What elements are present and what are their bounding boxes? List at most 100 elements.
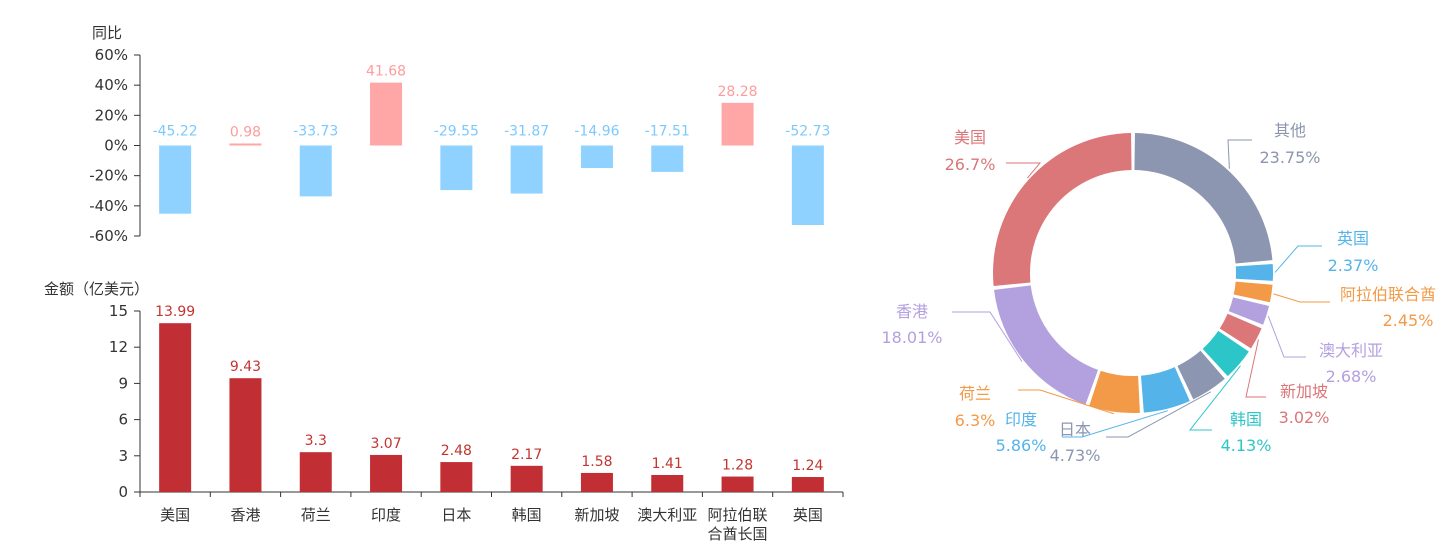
donut-slice bbox=[1219, 313, 1262, 349]
donut-slice-name: 阿拉伯联合酋 bbox=[1340, 285, 1436, 304]
amount-x-tick-label: 日本 bbox=[441, 506, 471, 524]
donut-slice-name: 日本 bbox=[1059, 420, 1091, 439]
yoy-value-label: -45.22 bbox=[153, 124, 198, 140]
donut-leader-line bbox=[952, 311, 1023, 362]
yoy-value-label: -29.55 bbox=[434, 124, 479, 140]
amount-y-tick-label: 15 bbox=[109, 302, 128, 320]
amount-x-tick-label: 合酋长国 bbox=[708, 525, 768, 543]
donut-slice bbox=[1202, 330, 1249, 377]
amount-bar bbox=[299, 452, 332, 492]
donut-labels: 其他 23.75% 英国 2.37% 阿拉伯联合酋 2.45%澳大利亚 2.68%新加坡 3.… bbox=[881, 121, 1436, 465]
donut-slice bbox=[1140, 367, 1190, 413]
yoy-bar-chart: 同比 60% 40% 20% 0% -20% -40% -60% -45.22 0.98 -33… bbox=[89, 24, 830, 245]
donut-leader-line bbox=[1227, 139, 1252, 169]
amount-value-label: 3.3 bbox=[305, 433, 327, 449]
donut-slice-name: 新加坡 bbox=[1280, 382, 1328, 401]
amount-x-tick-label: 香港 bbox=[230, 506, 260, 524]
donut-slice-name: 荷兰 bbox=[959, 384, 991, 403]
donut-slice-value: 2.37% bbox=[1328, 256, 1379, 275]
donut-leader-line bbox=[1062, 410, 1168, 438]
donut-slice-name: 英国 bbox=[1337, 229, 1369, 248]
amount-bars bbox=[159, 323, 824, 492]
amount-x-tick-label: 澳大利亚 bbox=[637, 506, 697, 524]
amount-y-tick-label: 0 bbox=[118, 483, 128, 501]
donut-slice bbox=[1228, 297, 1270, 325]
yoy-y-tick-label: 20% bbox=[95, 106, 128, 124]
donut-slice bbox=[1235, 263, 1273, 281]
donut-slice-name: 韩国 bbox=[1230, 410, 1262, 429]
amount-value-label: 9.43 bbox=[230, 359, 261, 375]
yoy-bar bbox=[651, 145, 684, 172]
donut-slice-value: 2.68% bbox=[1326, 367, 1377, 386]
donut-leader-line bbox=[1245, 339, 1266, 398]
yoy-value-label: -31.87 bbox=[504, 124, 549, 140]
amount-value-label: 1.24 bbox=[792, 458, 823, 474]
yoy-bar bbox=[370, 82, 403, 146]
amount-value-label: 3.07 bbox=[370, 436, 401, 452]
amount-y-tick-label: 6 bbox=[118, 411, 128, 429]
donut-slice bbox=[1233, 281, 1273, 303]
amount-bar bbox=[651, 474, 684, 492]
amount-x-tick-label: 英国 bbox=[793, 506, 823, 524]
amount-y-tick-label: 9 bbox=[118, 374, 128, 392]
yoy-y-tick-label: 40% bbox=[95, 76, 128, 94]
amount-value-label: 1.28 bbox=[722, 458, 753, 474]
amount-bar bbox=[440, 462, 473, 492]
donut-leader-line bbox=[1273, 293, 1330, 303]
donut-slice-value: 3.02% bbox=[1279, 408, 1330, 427]
yoy-y-ticks: 60% 40% 20% 0% -20% -40% -60% bbox=[89, 46, 140, 245]
yoy-y-tick-label: 0% bbox=[104, 137, 128, 155]
donut-slice bbox=[993, 133, 1132, 286]
yoy-bar bbox=[510, 145, 543, 194]
amount-bar bbox=[229, 378, 262, 492]
amount-bar bbox=[580, 472, 613, 492]
donut-slice-value: 23.75% bbox=[1259, 148, 1320, 167]
yoy-y-tick-label: -20% bbox=[89, 167, 128, 185]
donut-slice-name: 其他 bbox=[1274, 121, 1306, 140]
donut-slice-name: 香港 bbox=[896, 302, 928, 321]
amount-y-ticks: 15 12 9 6 3 0 bbox=[109, 302, 140, 501]
yoy-value-label: -52.73 bbox=[785, 124, 830, 140]
amount-bar bbox=[791, 477, 824, 492]
donut-leader-line bbox=[1018, 389, 1115, 415]
amount-x-tick-label: 荷兰 bbox=[301, 506, 331, 524]
donut-slice-value: 6.3% bbox=[955, 411, 996, 430]
donut-leader-line bbox=[1188, 365, 1241, 431]
yoy-y-tick-label: -40% bbox=[89, 197, 128, 215]
amount-value-label: 2.17 bbox=[511, 447, 542, 463]
amount-x-tick-label: 韩国 bbox=[512, 506, 542, 524]
amount-bar bbox=[721, 476, 754, 492]
amount-bar bbox=[370, 454, 403, 492]
amount-value-labels: 13.99 9.43 3.3 3.07 2.48 2.17 1.58 1.41 1.28 1.24 bbox=[155, 304, 823, 474]
yoy-value-label: -14.96 bbox=[574, 124, 619, 140]
amount-x-tick-label: 新加坡 bbox=[574, 506, 619, 524]
amount-value-label: 1.41 bbox=[652, 456, 683, 472]
donut-slice-value: 2.45% bbox=[1383, 311, 1434, 330]
donut-slice-value: 18.01% bbox=[881, 328, 942, 347]
yoy-y-tick-label: -60% bbox=[89, 227, 128, 245]
amount-y-axis-title: 金额（亿美元） bbox=[44, 280, 149, 298]
donut-slice-name: 澳大利亚 bbox=[1319, 341, 1383, 360]
amount-bar bbox=[510, 465, 543, 492]
donut-leader-line bbox=[1267, 315, 1306, 358]
donut-slice-value: 4.13% bbox=[1221, 436, 1272, 455]
yoy-bar bbox=[159, 145, 192, 214]
yoy-bar bbox=[440, 145, 473, 191]
amount-y-tick-label: 3 bbox=[118, 447, 128, 465]
yoy-bar bbox=[229, 143, 262, 146]
yoy-bar bbox=[721, 102, 754, 146]
yoy-value-label: 28.28 bbox=[718, 84, 758, 100]
donut-slice bbox=[1177, 350, 1225, 400]
donut-leader-lines bbox=[952, 139, 1330, 438]
yoy-value-label: -17.51 bbox=[645, 124, 690, 140]
donut-leader-line bbox=[1274, 245, 1322, 273]
yoy-y-tick-label: 60% bbox=[95, 46, 128, 64]
share-donut-chart: 其他 23.75% 英国 2.37% 阿拉伯联合酋 2.45%澳大利亚 2.68%新加坡 3.… bbox=[881, 121, 1436, 465]
yoy-bars bbox=[159, 82, 824, 226]
amount-value-label: 1.58 bbox=[581, 454, 612, 470]
yoy-value-label: 41.68 bbox=[366, 64, 406, 80]
amount-bar-chart: 金额（亿美元） 15 12 9 6 3 0 13.99 9.43 3.3 3.07 2.48 2.1… bbox=[44, 280, 844, 543]
